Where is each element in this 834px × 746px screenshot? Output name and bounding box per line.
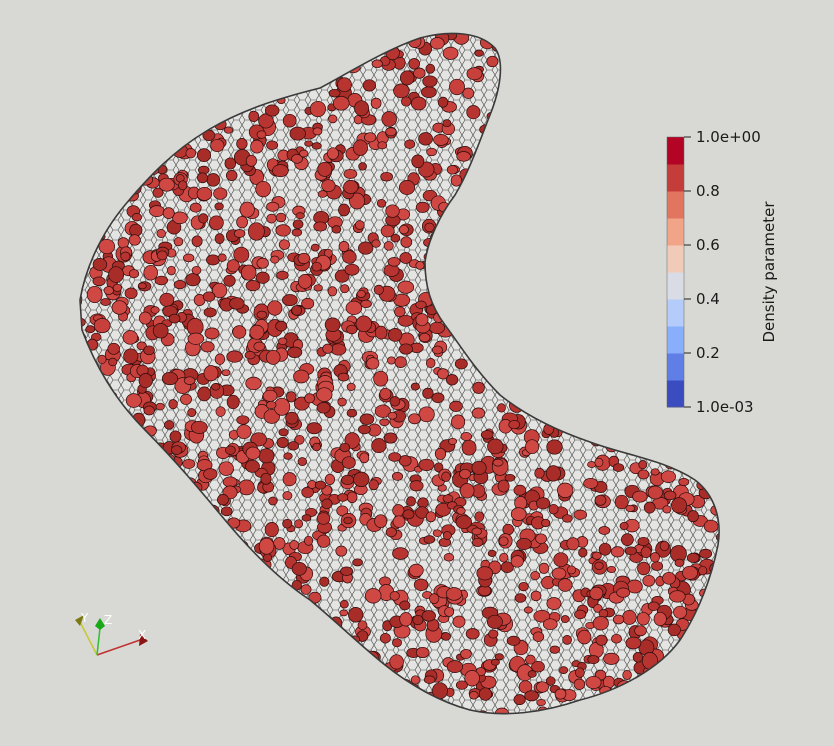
z-axis-arrow-icon	[95, 618, 105, 630]
colorbar-tick-label-0.6: 0.6	[696, 236, 720, 254]
colorbar-band	[667, 272, 684, 300]
y-axis-label: Y	[80, 611, 89, 625]
colorbar-tick-label-0.4: 0.4	[696, 290, 720, 308]
orientation-axes[interactable]: X Y Z	[75, 611, 148, 656]
colorbar-tick-label-0.8: 0.8	[696, 182, 720, 200]
colorbar-tick-label-max: 1.0e+00	[696, 128, 761, 146]
colorbar-band	[667, 137, 684, 165]
y-axis-line	[79, 621, 98, 656]
colorbar-band	[667, 326, 684, 354]
colorbar-band	[667, 245, 684, 273]
colorbar-tick-label-min: 1.0e-03	[696, 398, 754, 416]
colorbar-bands	[667, 137, 684, 408]
x-axis-label: X	[138, 628, 146, 642]
colorbar-ticks	[684, 136, 691, 408]
colorbar-title: Density parameter	[760, 201, 778, 343]
z-axis-line	[96, 627, 101, 656]
y-axis-arrow-icon	[75, 615, 84, 626]
colorbar: 1.0e+00 0.8 0.6 0.4 0.2 1.0e-03 Density …	[666, 128, 778, 416]
x-axis-arrow-icon	[139, 634, 148, 646]
x-axis-line	[96, 639, 141, 656]
colorbar-band	[667, 353, 684, 381]
colorbar-band	[667, 218, 684, 246]
z-axis-label: Z	[104, 613, 112, 627]
colorbar-band	[667, 191, 684, 219]
colorbar-band	[667, 380, 684, 408]
colorbar-band	[667, 299, 684, 327]
colorbar-tick-label-0.2: 0.2	[696, 344, 720, 362]
colorbar-band	[667, 164, 684, 192]
